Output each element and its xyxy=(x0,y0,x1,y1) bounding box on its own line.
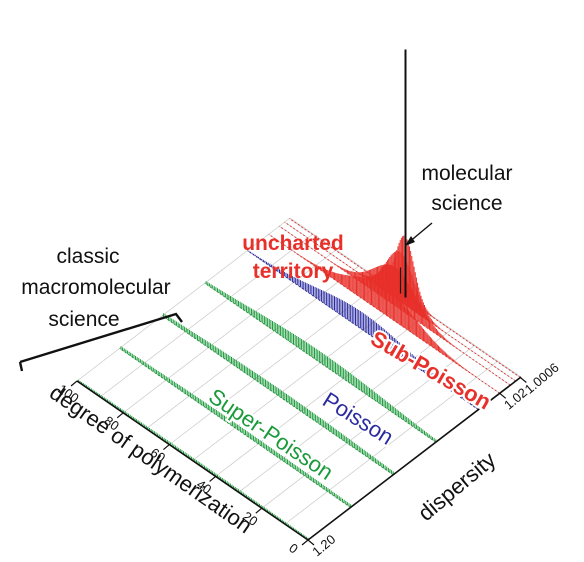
dp-tick-mark xyxy=(255,507,263,514)
dispersity-tick-mark xyxy=(499,392,507,399)
dispersity-tick-label: 1.0006 xyxy=(522,360,562,397)
uncharted-territory-line1: uncharted xyxy=(242,232,344,255)
classic-science-line1: classic xyxy=(56,245,119,268)
classic-science-bracket xyxy=(18,312,183,372)
grid-line-dp-10 xyxy=(284,360,499,525)
dp-tick-label: 40 xyxy=(194,477,214,498)
grid-line-dp-90 xyxy=(99,233,314,398)
molecular-science-arrowhead xyxy=(405,236,415,246)
dp-tick-label: 0 xyxy=(286,540,301,556)
series-poisson-1.04 xyxy=(247,250,479,410)
dispersity-axis-title: dispersity xyxy=(413,447,500,526)
dispersity-axis-line xyxy=(307,376,522,541)
molecular-science-label-line1: molecular xyxy=(421,162,512,185)
series-baseline xyxy=(161,315,394,476)
dp-tick-label: 60 xyxy=(148,445,168,466)
series-super-poisson-1.16 xyxy=(119,346,352,508)
series-baseline xyxy=(268,233,500,394)
series-baseline xyxy=(119,348,351,508)
dp-tick-mark xyxy=(116,412,124,419)
dp-tick-mark xyxy=(301,539,309,546)
dp-tick-label: 80 xyxy=(101,413,121,434)
grid-line-dp-20 xyxy=(261,344,476,509)
axes xyxy=(76,376,522,541)
classic-science-line3: science xyxy=(48,308,119,331)
series-sub-poisson-1.02 xyxy=(268,233,500,394)
grid-line-dp-80 xyxy=(122,249,337,414)
grid-line-dp-60 xyxy=(169,281,383,445)
distribution-bars xyxy=(76,49,521,541)
dp-tick-mark xyxy=(163,444,170,451)
poisson-label: Poisson xyxy=(318,387,398,450)
dp-tick-label: 20 xyxy=(240,508,260,529)
series-super-poisson-1.08 xyxy=(204,281,437,443)
grid-line-dp-70 xyxy=(146,265,360,429)
grid-line-dp-100 xyxy=(76,217,291,382)
dp-tick-mark xyxy=(209,475,216,482)
dp-axis-line xyxy=(76,380,309,541)
series-baseline xyxy=(247,250,479,410)
classic-science-line2: macromolecular xyxy=(21,276,170,299)
dp-tick-mark xyxy=(70,380,78,387)
uncharted-territory-line2: territory xyxy=(253,260,334,283)
dispersity-tick-mark xyxy=(307,539,315,546)
dispersity-tick-mark xyxy=(519,377,527,383)
series-baseline xyxy=(204,282,437,443)
molecular-science-label-line2: science xyxy=(431,192,502,215)
grid-line-dp-30 xyxy=(238,329,452,493)
